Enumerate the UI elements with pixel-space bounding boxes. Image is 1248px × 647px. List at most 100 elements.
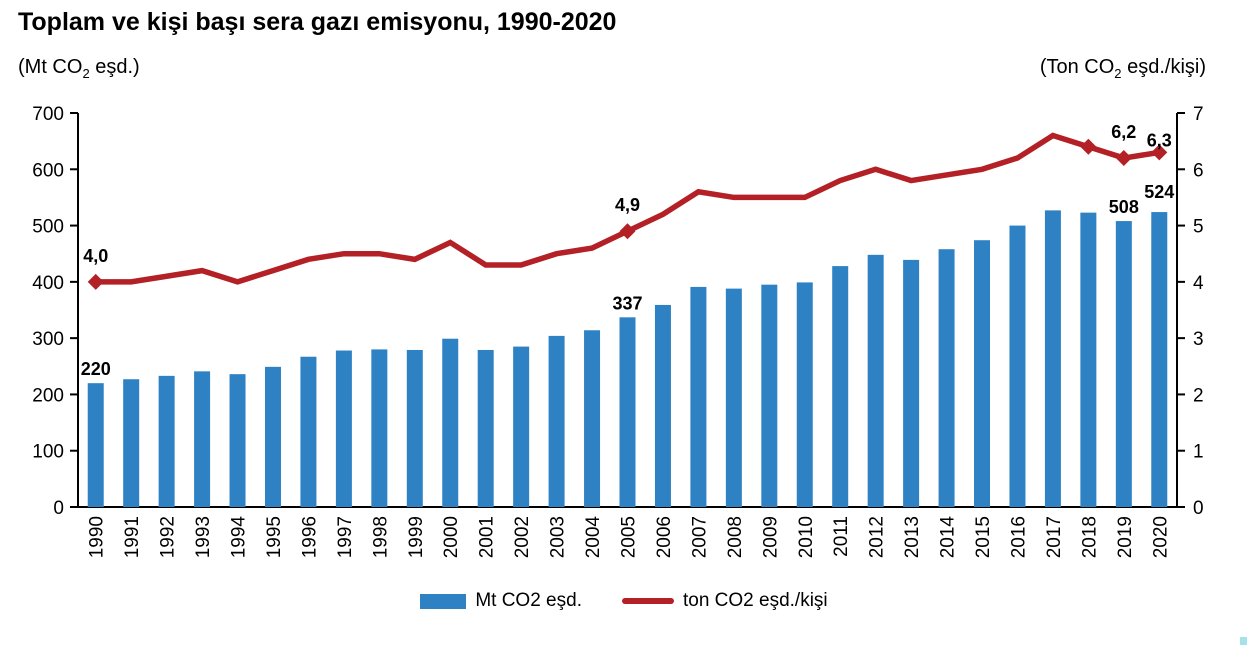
- x-tick-label-1997: 1997: [335, 516, 356, 558]
- bar-2000: [442, 338, 459, 507]
- bar-label-1990: 220: [81, 359, 111, 379]
- bar-2001: [477, 349, 494, 507]
- x-tick-label-2008: 2008: [725, 516, 746, 558]
- bar-2009: [761, 284, 778, 507]
- bars-series: [87, 210, 1168, 508]
- x-tick-label-1992: 1992: [158, 516, 179, 558]
- legend-item-line: ton CO2 eşd./kişi: [621, 590, 828, 612]
- x-tick-label-1995: 1995: [264, 516, 285, 558]
- right-tick-label-2: 2: [1193, 385, 1204, 406]
- bar-1997: [335, 350, 352, 507]
- legend-bars-label: Mt CO2 eşd.: [475, 590, 582, 611]
- line-marker-2019: [1115, 150, 1132, 167]
- x-tick-label-2015: 2015: [973, 516, 994, 558]
- left-tick-label-200: 200: [32, 385, 64, 406]
- x-tick-label-2016: 2016: [1008, 516, 1029, 558]
- line-series-swatch: [621, 598, 674, 604]
- left-tick-label-700: 700: [32, 104, 64, 125]
- bar-label-2020: 524: [1144, 182, 1174, 202]
- x-tick-label-1999: 1999: [406, 516, 427, 558]
- x-tick-label-2013: 2013: [902, 516, 923, 558]
- left-tick-label-400: 400: [32, 273, 64, 294]
- bar-2005: [619, 317, 636, 507]
- corner-mark: [1240, 637, 1247, 645]
- x-tick-label-2004: 2004: [583, 516, 604, 559]
- line-series: [87, 132, 1168, 290]
- x-tick-label-2001: 2001: [477, 516, 498, 558]
- line-label-1990: 4,0: [83, 246, 108, 266]
- x-tick-label-2006: 2006: [654, 516, 675, 558]
- left-unit-subscript: 2: [82, 66, 90, 81]
- x-tick-label-2007: 2007: [689, 516, 710, 558]
- line-marker-2005: [619, 223, 636, 240]
- bar-2002: [513, 346, 530, 507]
- right-tick-label-1: 1: [1193, 442, 1204, 463]
- x-tick-label-2011: 2011: [831, 516, 852, 557]
- line-label-2019: 6,2: [1111, 122, 1136, 142]
- bar-2016: [1009, 225, 1026, 508]
- bar-2012: [867, 254, 884, 507]
- x-tick-label-2017: 2017: [1044, 516, 1065, 558]
- bar-2017: [1044, 210, 1061, 508]
- bar-series-swatch: [420, 593, 467, 609]
- left-tick-label-600: 600: [32, 160, 64, 181]
- x-tick-label-1998: 1998: [370, 516, 391, 558]
- right-tick-label-6: 6: [1193, 160, 1204, 181]
- x-tick-label-1991: 1991: [122, 516, 143, 558]
- right-tick-label-5: 5: [1193, 217, 1204, 238]
- right-tick-label-3: 3: [1193, 329, 1204, 350]
- bar-1998: [371, 349, 388, 507]
- right-unit-suffix: eşd./kişi): [1121, 56, 1206, 78]
- x-tick-label-2009: 2009: [760, 516, 781, 558]
- x-tick-label-2005: 2005: [619, 516, 640, 558]
- x-tick-label-1993: 1993: [193, 516, 214, 558]
- right-tick-label-0: 0: [1193, 498, 1204, 519]
- line-label-2005: 4,9: [615, 195, 640, 215]
- x-tick-label-2014: 2014: [938, 516, 959, 559]
- bar-1996: [300, 356, 317, 507]
- bar-1994: [229, 374, 246, 507]
- right-axis-unit: (Ton CO2 eşd./kişi): [1040, 56, 1206, 81]
- bar-2019: [1115, 221, 1132, 507]
- line-marker-2018: [1080, 138, 1097, 155]
- x-tick-label-1990: 1990: [87, 516, 108, 558]
- right-unit-text: (Ton CO: [1039, 56, 1115, 78]
- bar-1995: [264, 366, 281, 507]
- x-tick-label-2002: 2002: [512, 516, 533, 558]
- x-tick-label-1994: 1994: [229, 516, 250, 559]
- bar-2018: [1080, 212, 1097, 507]
- bar-2015: [974, 240, 991, 507]
- x-tick-label-1996: 1996: [299, 516, 320, 558]
- line-marker-2020: [1151, 144, 1168, 161]
- bar-label-2005: 337: [612, 293, 642, 313]
- x-tick-label-2000: 2000: [441, 516, 462, 558]
- bar-1999: [406, 349, 423, 507]
- legend-line-label: ton CO2 eşd./kişi: [682, 590, 828, 611]
- right-tick-label-4: 4: [1193, 273, 1204, 294]
- bar-2014: [938, 249, 955, 507]
- x-tick-label-2020: 2020: [1150, 516, 1171, 558]
- chart-title: Toplam ve kişi başı sera gazı emisyonu, …: [18, 8, 617, 36]
- x-tick-label-2003: 2003: [548, 516, 569, 558]
- data-labels: 220 4,0 337 4,9 508 6,2 524 6,3: [81, 122, 1175, 379]
- left-axis-unit: (Mt CO2 eşd.): [18, 56, 140, 81]
- bar-2004: [584, 330, 601, 507]
- left-unit-text: (Mt CO: [18, 56, 83, 78]
- line-label-2020: 6,3: [1147, 130, 1172, 150]
- right-tick-label-7: 7: [1193, 104, 1204, 125]
- x-tick-label-2019: 2019: [1115, 516, 1136, 558]
- left-tick-label-0: 0: [53, 498, 64, 519]
- bar-2006: [654, 304, 671, 507]
- left-unit-suffix: eşd.): [89, 56, 140, 78]
- left-tick-label-300: 300: [32, 329, 64, 350]
- bar-1990: [87, 383, 104, 507]
- bar-2013: [903, 259, 920, 507]
- left-tick-label-100: 100: [32, 442, 64, 463]
- bar-1993: [194, 371, 211, 507]
- bar-label-2019: 508: [1109, 197, 1139, 217]
- right-unit-subscript: 2: [1114, 66, 1122, 81]
- bar-2020: [1151, 212, 1168, 507]
- bar-2011: [832, 266, 849, 507]
